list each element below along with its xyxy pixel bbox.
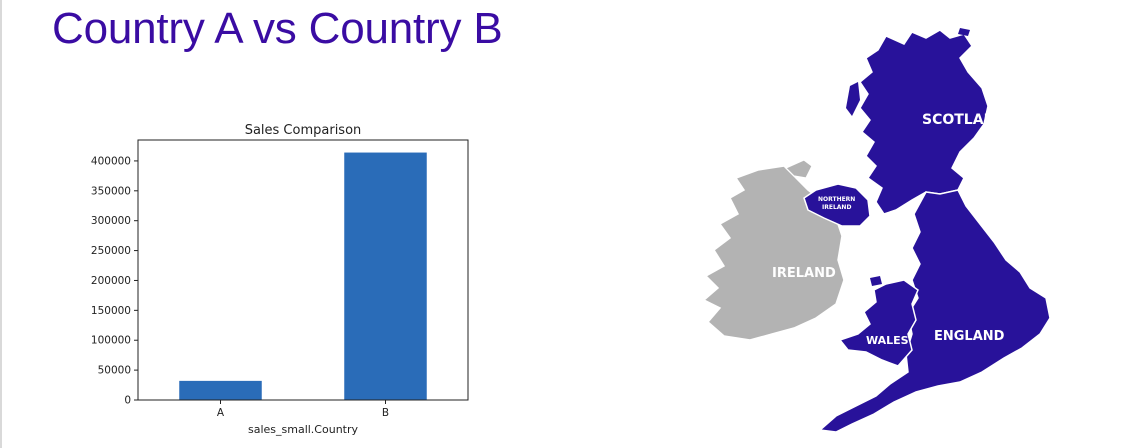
map-region-ireland-north-coast	[784, 159, 813, 179]
map-island-anglesey	[870, 276, 882, 286]
y-tick-label-350000: 350000	[91, 185, 131, 197]
map-label-wales: WALES	[866, 334, 909, 347]
x-tick-label-A: A	[217, 407, 225, 419]
map-label-ireland: IRELAND	[772, 266, 836, 281]
uk-ireland-map: SCOTLAND NORTHERN IRELAND IRELAND WALES …	[702, 28, 1051, 433]
map-region-wales	[838, 279, 919, 367]
slide-title: Country A vs Country B	[52, 4, 503, 53]
map-label-northern-ireland-line2: IRELAND	[822, 204, 851, 211]
y-tick-label-50000: 50000	[98, 365, 131, 377]
slide-left-border	[0, 0, 2, 448]
plot-frame	[137, 139, 469, 401]
map-region-northern-ireland	[803, 183, 871, 227]
bar-chart: Sales Comparison A B 0 50000 100000 150000 2000…	[91, 123, 469, 436]
y-tick-label-250000: 250000	[91, 245, 131, 257]
bar-A	[179, 380, 262, 400]
map-region-england	[818, 189, 1051, 433]
x-tick-label-B: B	[382, 407, 389, 419]
map-label-scotland: SCOTLAND	[922, 112, 1007, 128]
y-tick-label-0: 0	[124, 395, 131, 407]
map-island-orkney	[958, 28, 970, 36]
y-tick-label-300000: 300000	[91, 215, 131, 227]
map-label-england: ENGLAND	[934, 329, 1005, 344]
y-tick-label-200000: 200000	[91, 275, 131, 287]
y-tick-label-100000: 100000	[91, 335, 131, 347]
y-tick-label-400000: 400000	[91, 155, 131, 167]
bar-B	[344, 152, 427, 400]
y-tick-label-150000: 150000	[91, 305, 131, 317]
x-axis-label: sales_small.Country	[248, 423, 359, 436]
chart-title: Sales Comparison	[245, 123, 362, 138]
map-island-hebrides	[846, 82, 860, 116]
map-label-northern-ireland-line1: NORTHERN	[818, 196, 855, 203]
